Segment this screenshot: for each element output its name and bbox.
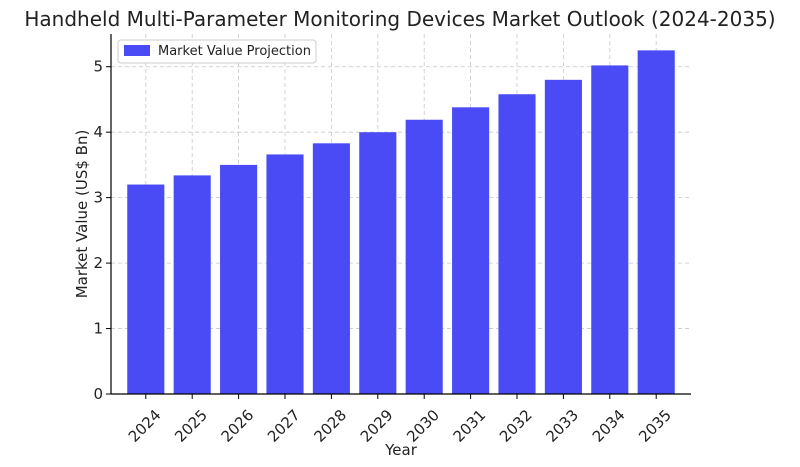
bars — [127, 50, 675, 395]
y-axis-label: Market Value (US$ Bn) — [73, 130, 91, 299]
bar — [591, 65, 629, 394]
y-tick-label: 4 — [93, 123, 103, 141]
bar — [498, 94, 536, 394]
x-tick-label: 2031 — [450, 406, 490, 446]
chart-title: Handheld Multi-Parameter Monitoring Devi… — [24, 7, 775, 31]
y-tick-label: 1 — [93, 320, 103, 338]
x-tick-label: 2028 — [310, 406, 350, 446]
legend-frame — [117, 39, 317, 64]
x-axis-label: Year — [384, 441, 418, 459]
bar — [127, 184, 165, 394]
x-tick-label: 2030 — [403, 406, 443, 446]
axes — [110, 34, 691, 395]
legend-swatch — [124, 45, 150, 56]
bar — [452, 107, 490, 395]
x-tick-label: 2032 — [496, 406, 536, 446]
bar — [220, 164, 258, 394]
y-tick-label: 5 — [93, 58, 103, 76]
x-tick-label: 2024 — [125, 406, 165, 446]
bar — [544, 79, 582, 395]
bar — [405, 119, 443, 394]
x-tick-label: 2026 — [218, 406, 258, 446]
x-tick-label: 2035 — [635, 406, 675, 446]
x-tick-label: 2033 — [542, 406, 582, 446]
x-tick-label: 2025 — [171, 406, 211, 446]
x-ticks: 2024 2025 2026 2027 2028 2029 2030 2031 2032 2033… — [125, 394, 675, 446]
x-tick-label: 2027 — [264, 406, 304, 446]
legend: Market Value Projection — [117, 39, 317, 64]
bar — [266, 154, 304, 394]
y-tick-label: 0 — [93, 385, 103, 403]
bar — [312, 143, 350, 394]
bar — [637, 50, 675, 394]
x-tick-label: 2029 — [357, 406, 397, 446]
bar — [359, 132, 397, 394]
x-tick-label: 2034 — [589, 406, 629, 446]
y-tick-label: 2 — [93, 254, 103, 272]
y-tick-label: 3 — [93, 189, 103, 207]
bar — [173, 175, 211, 394]
legend-label: Market Value Projection — [158, 44, 311, 59]
y-ticks: 0 1 2 3 4 5 — [93, 58, 111, 403]
